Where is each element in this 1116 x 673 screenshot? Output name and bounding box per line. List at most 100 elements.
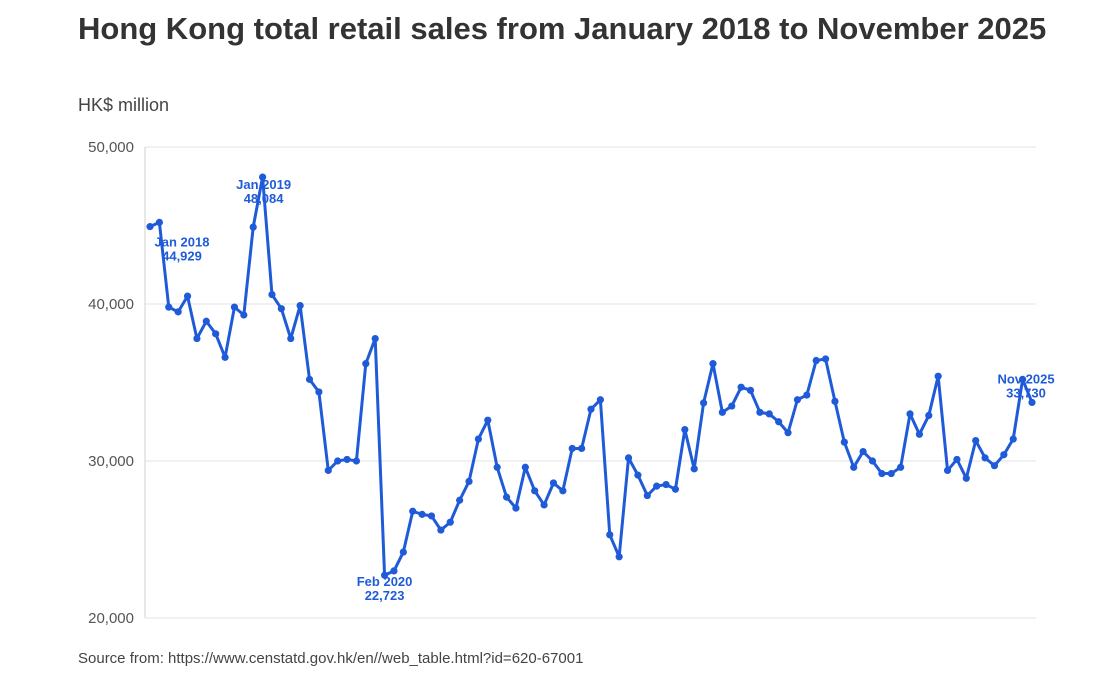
data-point [746,386,755,394]
data-point [624,454,633,462]
data-point [380,571,389,579]
data-point [502,493,511,501]
chart-title: Hong Kong total retail sales from Januar… [78,11,1047,46]
data-point [221,353,229,361]
data-point [943,466,952,475]
data-point [165,303,173,311]
data-point [859,447,867,456]
data-point [334,457,342,465]
data-point [268,290,276,299]
data-point [399,548,407,556]
data-point [183,292,192,300]
data-point [146,223,154,231]
data-point [568,444,576,453]
data-point [371,334,379,343]
data-point [821,355,830,363]
data-point [512,504,520,512]
data-point [202,317,210,325]
data-point [756,408,764,416]
data-point [606,531,614,539]
data-point [699,399,708,407]
data-point [315,388,323,396]
data-point [484,416,492,424]
data-point [456,496,464,504]
data-point [193,334,201,343]
annotation-value: 48,084 [244,191,285,206]
data-point [155,218,163,226]
data-point [906,410,914,418]
y-axis: 20,000 30,000 40,000 50,000 [88,139,146,627]
data-point [737,383,745,391]
data-point [775,418,783,426]
data-point [690,465,698,473]
data-point [437,526,445,534]
data-point [643,491,651,500]
data-point [615,553,623,561]
y-tick-label: 30,000 [88,453,134,470]
data-point [1009,435,1017,443]
series-line [148,175,1034,577]
data-point [972,436,980,445]
data-point [549,479,558,487]
data-point [681,426,689,434]
data-points [146,173,1036,579]
data-point [850,463,858,471]
data-point [990,462,999,470]
annotation-date: Jan 2019 [236,177,291,192]
data-point [868,457,877,465]
data-point [418,510,426,518]
data-point [803,391,811,399]
data-point [474,435,483,443]
annotation-date: Nov 2025 [997,371,1054,386]
data-point [962,474,970,482]
data-point [230,303,239,311]
data-point [812,356,820,365]
data-point [662,480,670,489]
data-point [831,397,839,405]
data-point [878,469,886,478]
data-point [793,396,802,404]
data-point [915,430,924,438]
data-point [1028,398,1036,407]
data-point [925,411,933,420]
data-point [390,567,398,575]
data-point [493,463,501,471]
grid-lines [145,146,1036,619]
data-point [409,507,417,515]
data-point [887,469,895,478]
data-point [540,501,548,509]
data-point [1019,375,1027,383]
data-point [671,485,680,493]
data-point [352,457,361,465]
data-point [343,455,351,464]
annotation-value: 33,730 [1006,385,1046,400]
data-point [718,408,726,416]
data-point [287,334,295,343]
source-note: Source from: https://www.censtatd.gov.hk… [78,650,584,667]
data-point [784,429,792,437]
annotation-value: 22,723 [365,588,405,603]
data-point [634,471,642,479]
y-tick-label: 40,000 [88,296,134,313]
data-point [728,402,736,410]
data-point [934,372,942,380]
data-point [249,223,257,231]
data-point [324,466,332,475]
data-point [653,482,661,490]
data-point [531,487,539,495]
data-point [953,455,961,464]
data-point [305,375,314,383]
data-point [446,518,454,526]
data-point [240,311,248,319]
data-point [277,305,285,313]
data-point [427,512,436,520]
annotation-value: 44,929 [162,249,202,264]
data-point [296,301,304,310]
data-point [897,463,905,471]
data-point [981,454,989,462]
annotation-date: Feb 2020 [357,574,413,589]
data-point [596,396,604,404]
data-point [1000,451,1008,459]
data-point [465,477,473,486]
